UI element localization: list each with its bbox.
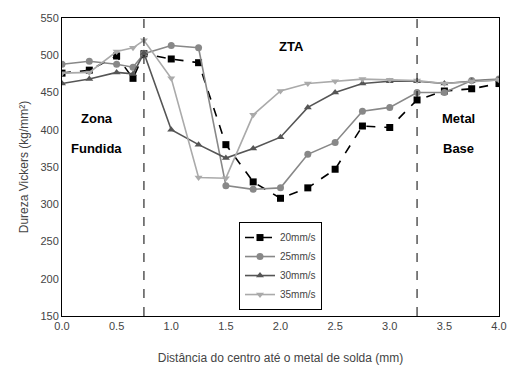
svg-text:500: 500 (40, 49, 58, 61)
svg-text:0.0: 0.0 (54, 320, 69, 332)
svg-text:3.0: 3.0 (382, 320, 397, 332)
svg-text:4.0: 4.0 (491, 320, 506, 332)
svg-text:1.5: 1.5 (218, 320, 233, 332)
svg-text:250: 250 (40, 235, 58, 247)
svg-text:200: 200 (40, 273, 58, 285)
svg-text:2.5: 2.5 (327, 320, 342, 332)
svg-text:0.5: 0.5 (109, 320, 124, 332)
svg-text:450: 450 (40, 86, 58, 98)
svg-text:Fundida: Fundida (71, 141, 122, 156)
svg-text:Dureza Vickers (kg/mm²): Dureza Vickers (kg/mm²) (17, 101, 31, 233)
svg-text:150: 150 (40, 310, 58, 322)
svg-text:Metal: Metal (442, 111, 475, 126)
svg-text:300: 300 (40, 198, 58, 210)
svg-text:400: 400 (40, 124, 58, 136)
svg-text:550: 550 (40, 12, 58, 24)
svg-text:35mm/s: 35mm/s (280, 289, 316, 300)
svg-text:20mm/s: 20mm/s (280, 232, 316, 243)
svg-text:3.5: 3.5 (437, 320, 452, 332)
svg-text:2.0: 2.0 (273, 320, 288, 332)
svg-text:350: 350 (40, 161, 58, 173)
svg-text:ZTA: ZTA (279, 39, 304, 54)
svg-text:25mm/s: 25mm/s (280, 251, 316, 262)
svg-text:Distância do centro até o meta: Distância do centro até o metal de solda… (158, 351, 403, 365)
svg-text:Base: Base (443, 141, 474, 156)
svg-text:30mm/s: 30mm/s (280, 270, 316, 281)
svg-text:1.0: 1.0 (164, 320, 179, 332)
svg-text:Zona: Zona (81, 111, 113, 126)
